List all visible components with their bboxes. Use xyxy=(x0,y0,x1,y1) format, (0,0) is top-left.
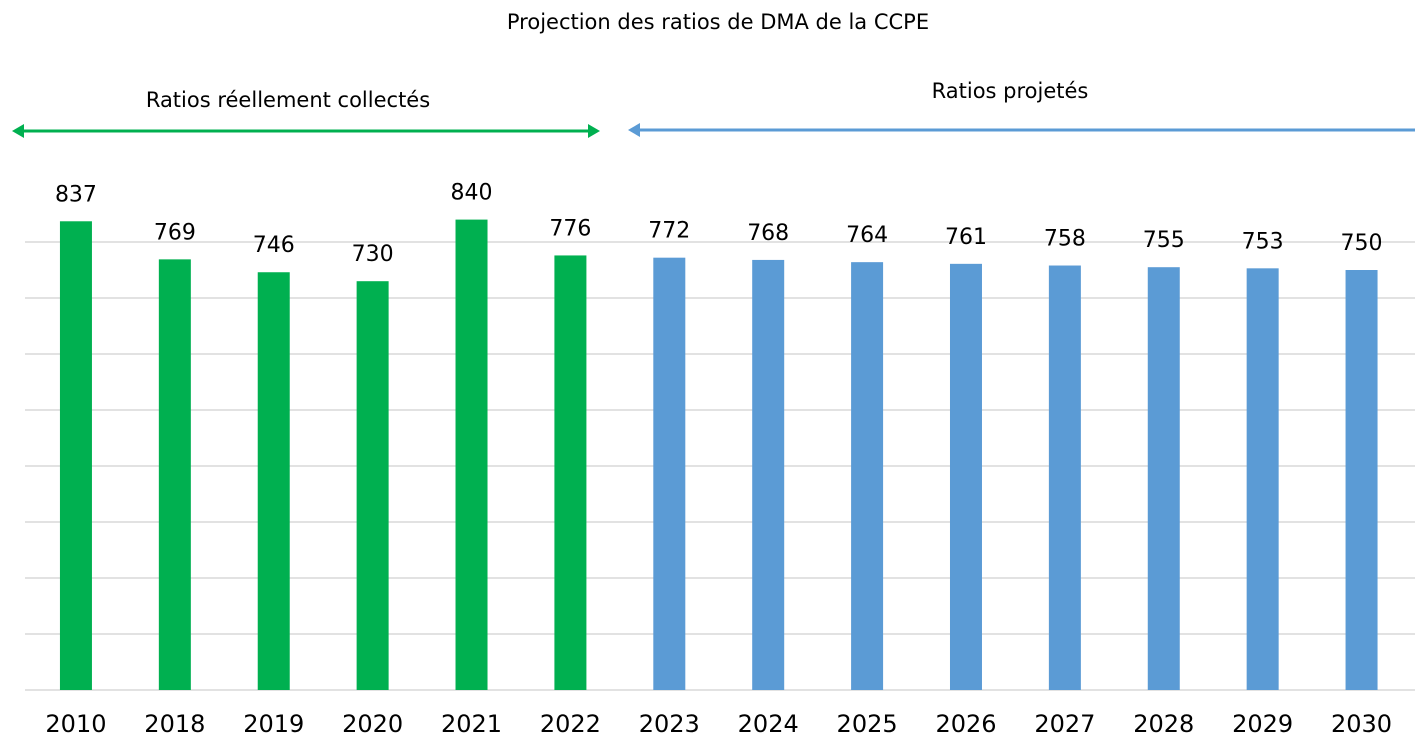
x-tick-label: 2024 xyxy=(738,710,799,737)
bar xyxy=(653,257,686,690)
bar xyxy=(455,219,488,690)
x-tick-label: 2028 xyxy=(1133,710,1194,737)
bar xyxy=(949,263,982,690)
value-label: 753 xyxy=(1242,229,1284,254)
x-tick-label: 2022 xyxy=(540,710,601,737)
value-label: 750 xyxy=(1341,231,1383,256)
x-tick-label: 2020 xyxy=(342,710,403,737)
x-tick-label: 2021 xyxy=(441,710,502,737)
x-tick-label: 2027 xyxy=(1034,710,1095,737)
bar xyxy=(1345,270,1378,690)
x-tick-label: 2019 xyxy=(243,710,304,737)
arrow-head xyxy=(628,123,640,137)
bar xyxy=(356,281,389,690)
bar xyxy=(59,221,92,690)
bar xyxy=(851,262,884,690)
x-tick-label: 2010 xyxy=(45,710,106,737)
value-label: 730 xyxy=(352,242,394,267)
value-label: 837 xyxy=(55,182,97,207)
bar xyxy=(752,259,785,690)
bar xyxy=(158,259,191,690)
value-label: 769 xyxy=(154,220,196,245)
x-tick-label: 2026 xyxy=(935,710,996,737)
x-tick-label: 2018 xyxy=(144,710,205,737)
value-label: 840 xyxy=(451,181,493,206)
annotation-text: Ratios réellement collectés xyxy=(146,88,430,112)
bar xyxy=(1048,265,1081,690)
x-tick-label: 2029 xyxy=(1232,710,1293,737)
value-label: 764 xyxy=(846,223,888,248)
bar xyxy=(1147,267,1180,690)
bar xyxy=(1246,268,1279,690)
x-tick-label: 2023 xyxy=(639,710,700,737)
chart-title: Projection des ratios de DMA de la CCPE xyxy=(507,10,929,34)
value-label: 761 xyxy=(945,225,987,250)
x-tick-label: 2025 xyxy=(837,710,898,737)
x-tick-label: 2030 xyxy=(1331,710,1392,737)
bar xyxy=(554,255,587,690)
arrow-head xyxy=(12,124,24,138)
value-label: 776 xyxy=(549,216,591,241)
value-label: 755 xyxy=(1143,228,1185,253)
bar xyxy=(257,272,290,690)
arrow-head xyxy=(588,124,600,138)
value-label: 758 xyxy=(1044,227,1086,252)
annotation-text: Ratios projetés xyxy=(932,79,1089,103)
value-label: 768 xyxy=(747,221,789,246)
value-label: 746 xyxy=(253,233,295,258)
value-label: 772 xyxy=(648,219,690,244)
